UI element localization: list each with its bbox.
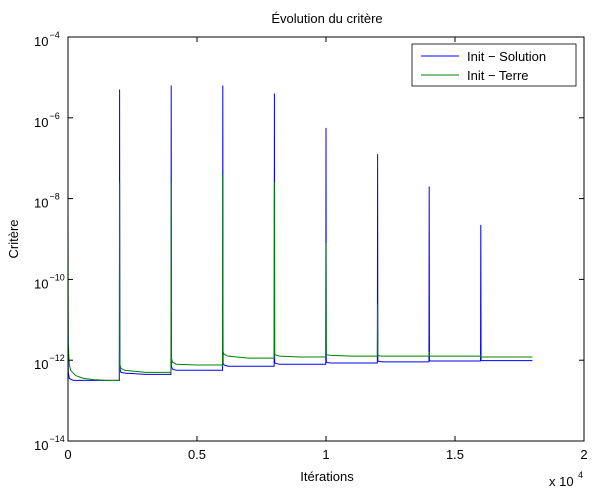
y-tick-label: 10−12 xyxy=(34,353,65,372)
x-tick-label: 2 xyxy=(580,447,587,462)
chart-title: Évolution du critère xyxy=(271,11,382,26)
x-tick-label: 0 xyxy=(64,447,71,462)
y-tick-label: 10−4 xyxy=(34,30,60,49)
x-axis-label: Itérations xyxy=(300,469,354,484)
y-tick-label: 10−6 xyxy=(34,111,60,130)
x-tick-labels: 0 0.5 1 1.5 2 xyxy=(64,447,587,462)
y-axis-label: Critère xyxy=(6,219,21,258)
x-tick-label: 0.5 xyxy=(188,447,206,462)
legend-box xyxy=(411,43,577,87)
legend-label-solution: Init − Solution xyxy=(467,49,546,64)
y-tick-label: 10−10 xyxy=(34,272,65,291)
x-multiplier-exp: 4 xyxy=(578,470,583,480)
x-tick-label: 1 xyxy=(322,447,329,462)
legend: Init − Solution Init − Terre xyxy=(411,43,577,87)
x-tick-label: 1.5 xyxy=(446,447,464,462)
y-tick-label: 10−14 xyxy=(34,434,65,453)
y-tick-labels: 10−14 10−12 10−10 10−8 10−6 10−4 xyxy=(34,30,65,453)
plot-frame xyxy=(67,36,585,442)
legend-label-terre: Init − Terre xyxy=(467,68,529,83)
x-multiplier-base: x 10 xyxy=(549,474,574,489)
series-line-0 xyxy=(68,85,533,381)
series-line-1 xyxy=(68,174,533,381)
y-tick-label: 10−8 xyxy=(34,192,60,211)
plot-area xyxy=(67,36,585,442)
x-multiplier: x 10 4 xyxy=(549,470,583,489)
